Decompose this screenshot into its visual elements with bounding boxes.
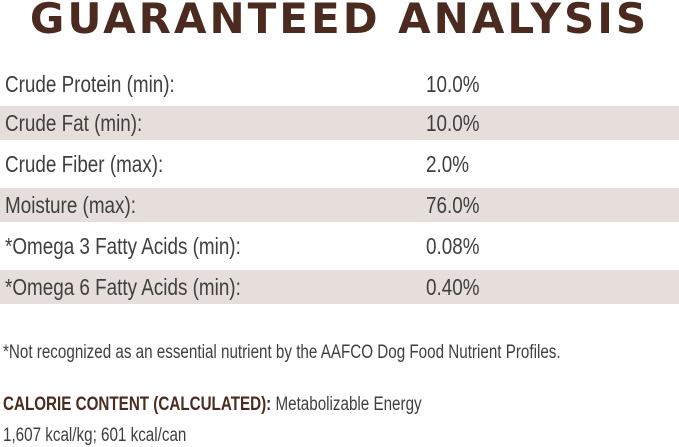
row-value: 76.0% xyxy=(426,192,480,218)
table-row: *Omega 6 Fatty Acids (min): 0.40% xyxy=(0,270,679,304)
row-value: 10.0% xyxy=(426,71,480,97)
row-label: *Omega 6 Fatty Acids (min): xyxy=(5,274,241,300)
table-row: Crude Fat (min): 10.0% xyxy=(0,106,679,140)
page-title: GUARANTEED ANALYSIS xyxy=(29,0,650,43)
row-label: *Omega 3 Fatty Acids (min): xyxy=(5,233,241,259)
row-value: 10.0% xyxy=(426,110,480,136)
table-row: Moisture (max): 76.0% xyxy=(0,188,679,222)
row-value: 0.40% xyxy=(426,274,480,300)
row-label: Crude Fat (min): xyxy=(5,110,143,136)
table-row: Crude Fiber (max): 2.0% xyxy=(0,147,679,181)
calorie-text: Metabolizable Energy xyxy=(275,394,422,415)
row-label: Moisture (max): xyxy=(5,192,136,218)
calorie-heading: CALORIE CONTENT (CALCULATED): xyxy=(3,394,272,415)
calorie-content: CALORIE CONTENT (CALCULATED): Metaboliza… xyxy=(3,394,422,416)
row-label: Crude Protein (min): xyxy=(5,71,175,97)
row-value: 0.08% xyxy=(426,233,480,259)
row-label: Crude Fiber (max): xyxy=(5,151,164,177)
row-value: 2.0% xyxy=(426,151,469,177)
table-row: Crude Protein (min): 10.0% xyxy=(0,67,679,101)
table-row: *Omega 3 Fatty Acids (min): 0.08% xyxy=(0,229,679,263)
calorie-values: 1,607 kcal/kg; 601 kcal/can xyxy=(3,425,187,446)
analysis-table: Crude Protein (min): 10.0% Crude Fat (min… xyxy=(0,67,679,311)
footnote: *Not recognized as an essential nutrient… xyxy=(3,342,561,363)
